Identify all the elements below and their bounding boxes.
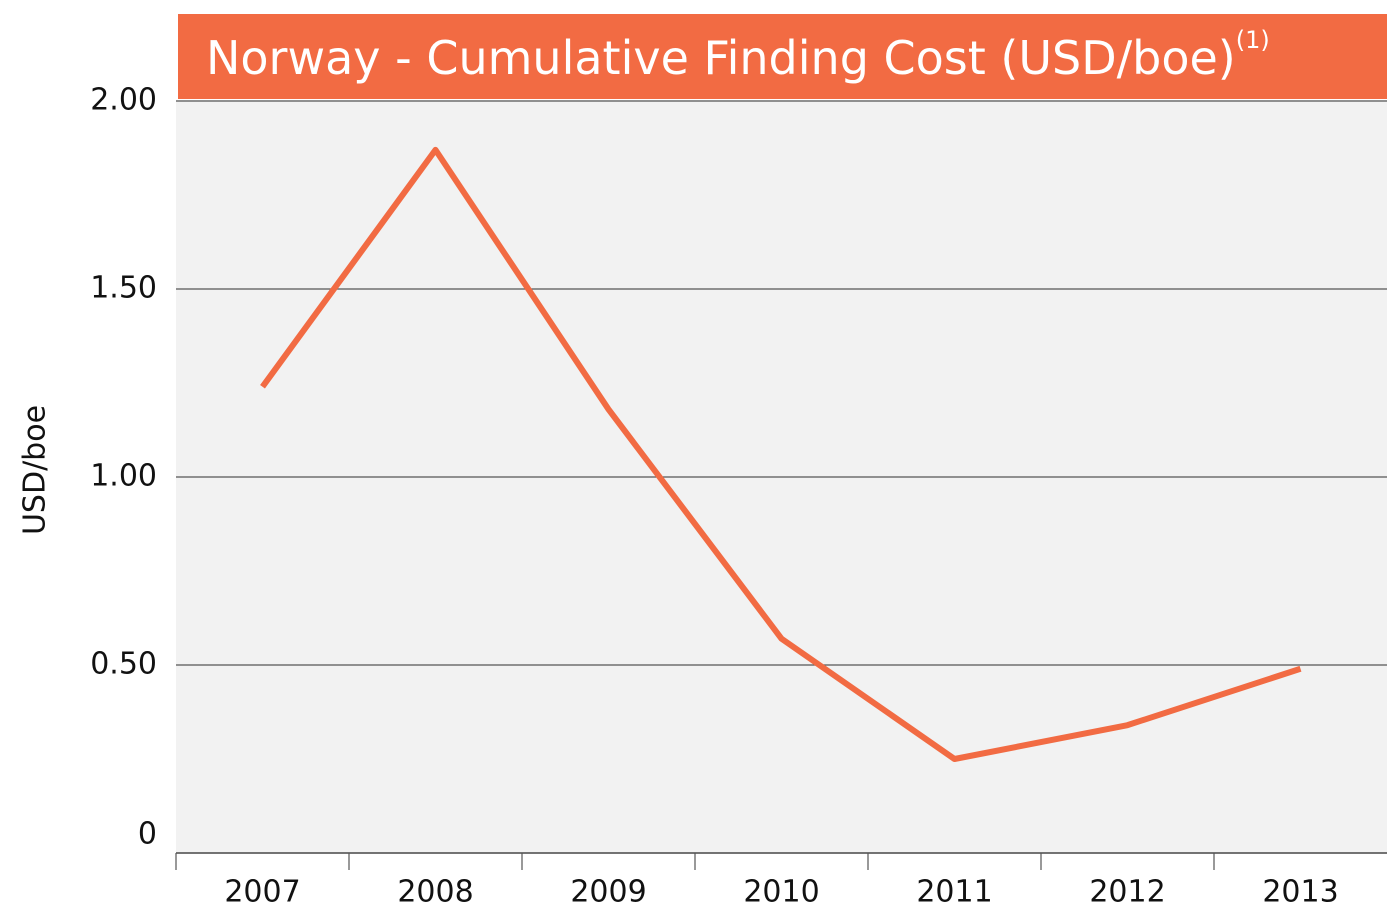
y-tick-label: 0.50: [90, 647, 157, 682]
x-tick-label: 2009: [570, 875, 646, 910]
title-note: (1): [1236, 26, 1270, 54]
chart-title: Norway - Cumulative Finding Cost (USD/bo…: [206, 26, 1270, 85]
y-tick-label: 1.50: [90, 271, 157, 306]
line-series: [260, 146, 1302, 762]
y-axis-label: USD/boe: [18, 405, 53, 535]
y-tick-label: 1.00: [90, 459, 157, 494]
y-tick-label: 0: [138, 817, 157, 852]
x-tick-label: 2010: [743, 875, 819, 910]
x-tick-label: 2007: [224, 875, 300, 910]
y-tick-label: 2.00: [90, 83, 157, 118]
x-tick-label: 2011: [916, 875, 992, 910]
x-tick-label: 2008: [397, 875, 473, 910]
title-text: Norway - Cumulative Finding Cost (USD/bo…: [206, 31, 1236, 85]
x-tick-label: 2013: [1262, 875, 1338, 910]
x-tick-label: 2012: [1089, 875, 1165, 910]
title-band: [178, 14, 1387, 99]
